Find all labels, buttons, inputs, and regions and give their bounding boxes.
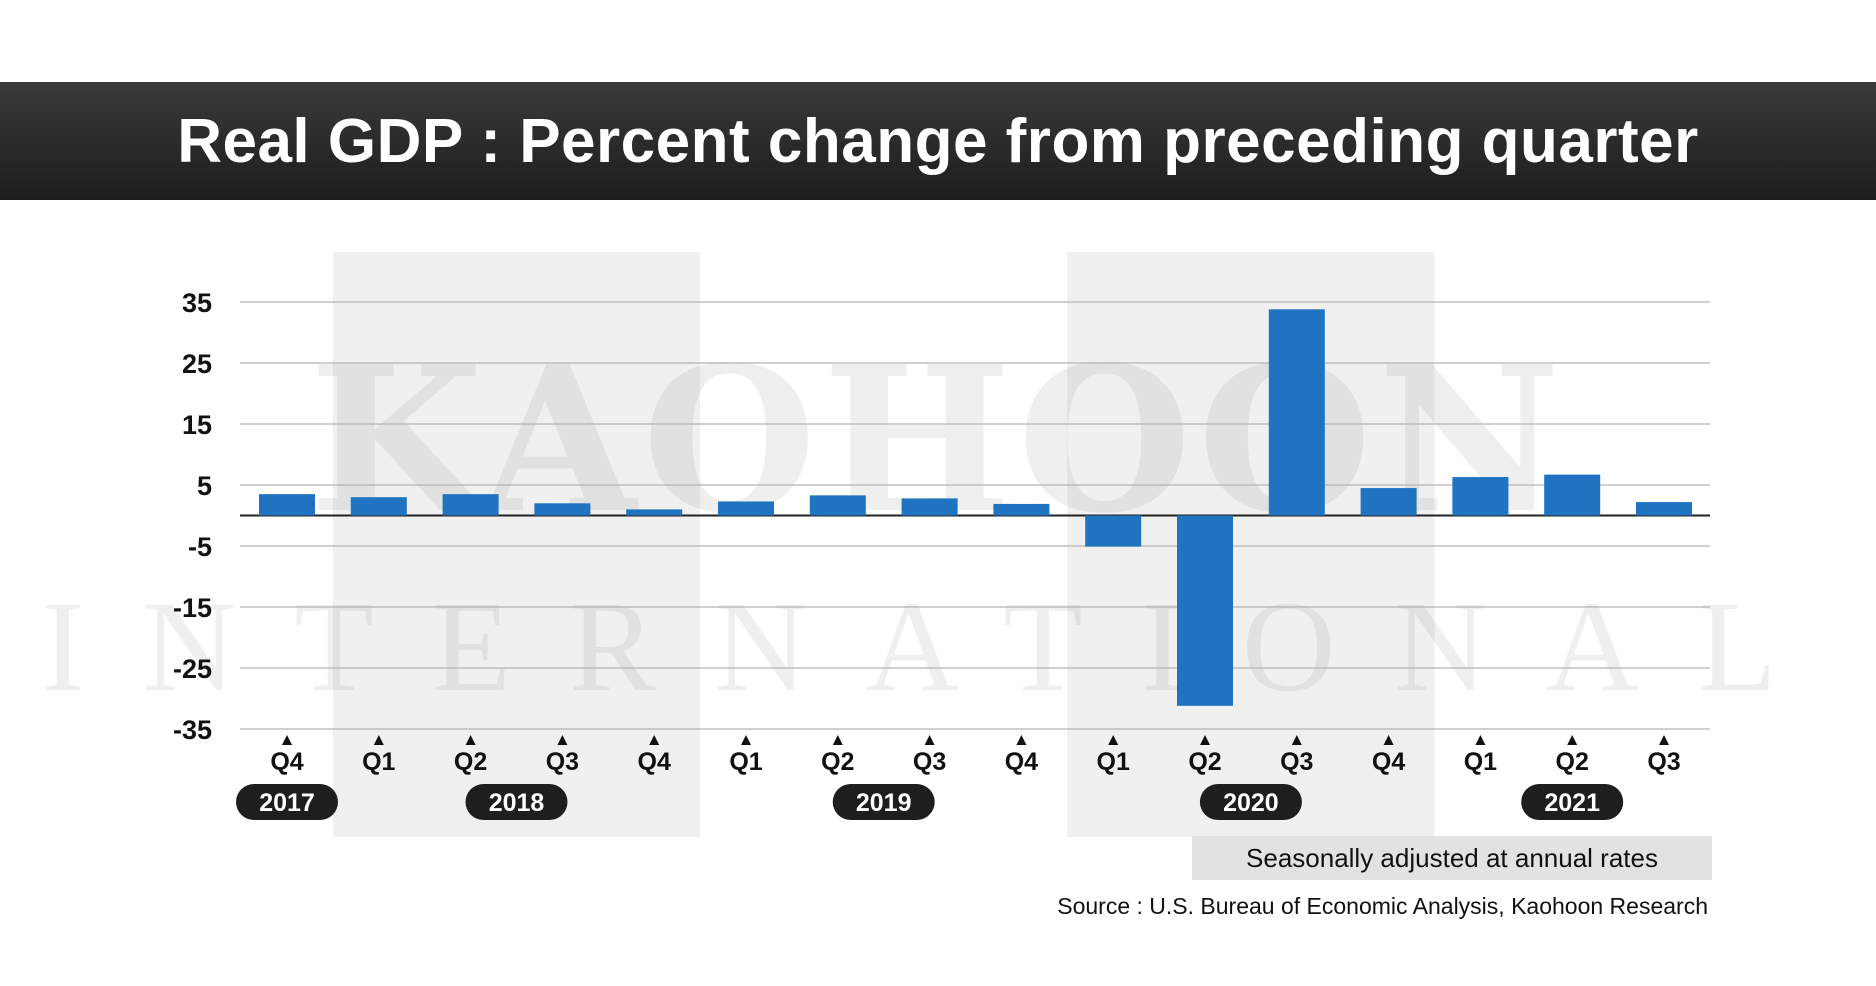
bar [1177,515,1233,706]
y-tick-label: -35 [173,715,212,745]
y-tick-label: 35 [182,288,212,318]
year-band [332,252,701,837]
bars [259,309,1692,706]
chart-title: Real GDP : Percent change from preceding… [177,106,1699,176]
bar [809,495,866,516]
x-tick-label: Q4 [1372,748,1405,776]
tick-marker [832,735,843,745]
watermark: KAOHOON INTERNATIONAL [41,323,1835,719]
tick-marker [1108,735,1119,745]
bar [1544,474,1601,516]
year-pill [236,784,338,820]
tick-marker [924,735,935,745]
watermark-line2: INTERNATIONAL [41,575,1835,719]
x-tick-label: Q4 [1005,748,1038,776]
source-note: Source : U.S. Bureau of Economic Analysi… [1057,893,1708,919]
x-tick-label: Q3 [1280,748,1313,776]
x-tick-label: Q2 [1188,748,1221,776]
x-tick-label: Q1 [1097,748,1130,776]
bar [442,494,499,516]
x-axis: Q4 Q1 Q2 Q3 Q4 Q1 Q2 Q3 Q4 Q1 Q2 Q3 Q4 Q1 Q2 Q3 2017 2018… [236,735,1681,820]
tick-marker [741,735,751,745]
tick-marker [373,735,384,745]
year-pill [1199,784,1302,820]
watermark-line1: KAOHOON [309,323,1566,558]
bar [350,497,407,516]
tick-marker [1200,735,1210,745]
rate-note-box: Seasonally adjusted at annual rates [1192,836,1712,880]
year-pill [832,784,935,820]
year-bands [332,252,1435,837]
x-tick-label: Q2 [1556,748,1589,776]
y-tick-label: 25 [182,349,212,379]
y-tick-label: -25 [173,654,212,684]
year-pill [1521,784,1624,820]
bar [259,494,315,516]
y-tick-label: 15 [182,410,212,440]
x-tick-label: Q1 [1464,748,1497,776]
bar [1268,309,1325,516]
bar [626,509,683,516]
year-label: 2017 [259,789,315,817]
x-tick-label: Q1 [362,748,395,776]
bar [1085,515,1142,547]
x-tick-label: Q2 [821,748,854,776]
x-tick-label: Q3 [913,748,946,776]
tick-marker [649,735,660,745]
x-tick-label: Q3 [1647,748,1680,776]
x-tick-label: Q2 [454,748,487,776]
tick-marker [1475,735,1486,745]
bar [1360,488,1417,516]
bar [1452,477,1509,516]
year-label: 2021 [1544,789,1600,817]
tick-marker [1659,735,1669,745]
year-label: 2018 [489,789,545,817]
y-tick-label: -5 [188,532,212,562]
tick-marker [1291,735,1302,745]
tick-marker [1016,735,1027,745]
year-label: 2019 [856,789,912,817]
x-tick-label: Q1 [729,748,762,776]
bar [901,498,958,516]
tick-marker [1567,735,1578,745]
tick-marker [282,735,292,745]
bar [718,501,774,516]
year-pill [465,784,568,820]
bar [993,503,1050,516]
tick-marker [1383,735,1394,745]
x-tick-label: Q4 [638,748,671,776]
bar [1636,502,1692,516]
rate-note: Seasonally adjusted at annual rates [1246,842,1658,873]
bar [534,503,591,516]
y-tick-label: -15 [173,593,212,623]
year-label: 2020 [1223,789,1279,817]
tick-marker [557,735,568,745]
x-tick-label: Q3 [546,748,579,776]
y-tick-label: 5 [197,471,212,501]
tick-marker [465,735,476,745]
x-tick-label: Q4 [270,748,303,776]
title-banner: Real GDP : Percent change from preceding… [0,82,1876,200]
